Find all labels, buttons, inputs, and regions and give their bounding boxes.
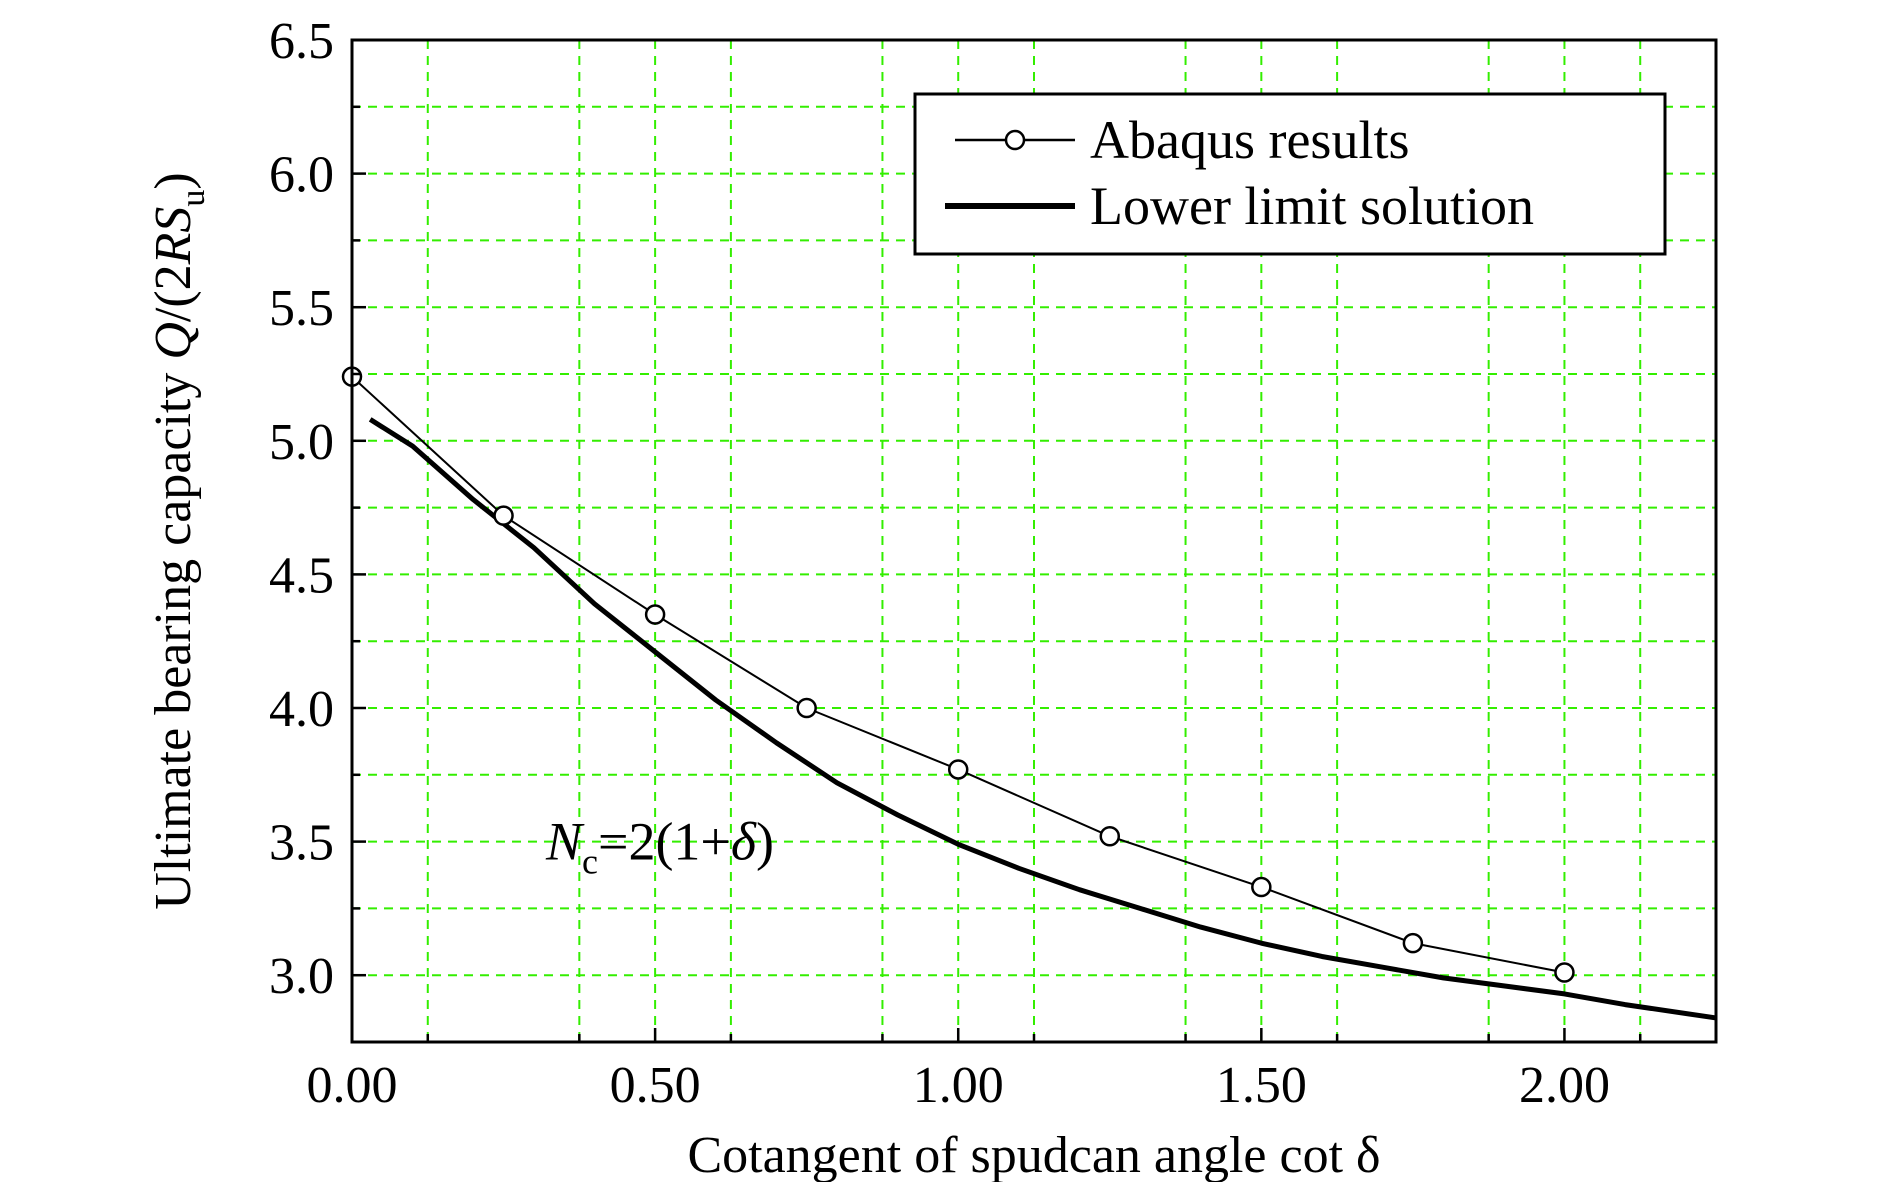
- legend: Abaqus results Lower limit solution: [913, 92, 1667, 256]
- legend-label-lower-limit: Lower limit solution: [1090, 176, 1534, 236]
- legend-label-abaqus: Abaqus results: [1090, 110, 1409, 170]
- x-tick-label: 1.50: [1216, 1057, 1307, 1114]
- x-tick-label: 1.00: [913, 1057, 1004, 1114]
- y-tick-label: 5.0: [269, 414, 334, 471]
- x-tick-label: 0.00: [307, 1057, 398, 1114]
- y-tick-label: 3.5: [269, 815, 334, 872]
- data-point-abaqus: [1554, 962, 1575, 983]
- y-tick-label: 6.0: [269, 147, 334, 204]
- data-point-abaqus: [493, 505, 514, 526]
- data-point-abaqus: [1251, 876, 1272, 898]
- series-line-lower-limit: [368, 417, 1717, 1021]
- x-tick-label: 0.50: [610, 1057, 701, 1114]
- x-axis-title: Cotangent of spudcan angle cot δ: [687, 1127, 1380, 1182]
- data-point-abaqus: [644, 604, 666, 625]
- legend-box: [913, 92, 1667, 256]
- series-layer: [341, 366, 1717, 1021]
- data-point-abaqus: [947, 759, 969, 780]
- y-tick-label: 3.0: [269, 948, 334, 1005]
- legend-marker-abaqus: [1004, 129, 1026, 151]
- x-tick-label: 2.00: [1519, 1057, 1610, 1114]
- data-point-abaqus: [1402, 932, 1424, 954]
- series-line-abaqus: [351, 375, 1565, 974]
- y-axis-title: Ultimate bearing capacity Q/(2RSu): [145, 172, 212, 910]
- legend-item-abaqus: Abaqus results: [955, 110, 1409, 170]
- y-tick-label: 6.5: [269, 13, 334, 70]
- legend-item-lower-limit: Lower limit solution: [945, 176, 1534, 236]
- data-point-abaqus: [1099, 826, 1121, 847]
- axis-ticks: 0.00 0.50 1.00 1.50 2.00 3.0 3.5 4.0 4.5 5.0 5.5 6.…: [269, 13, 1642, 1114]
- y-tick-label: 5.5: [269, 280, 334, 337]
- formula-annotation: Nc=2(1+δ): [545, 812, 774, 882]
- y-tick-label: 4.0: [269, 681, 334, 738]
- y-tick-label: 4.5: [269, 547, 334, 604]
- data-point-abaqus: [796, 697, 817, 719]
